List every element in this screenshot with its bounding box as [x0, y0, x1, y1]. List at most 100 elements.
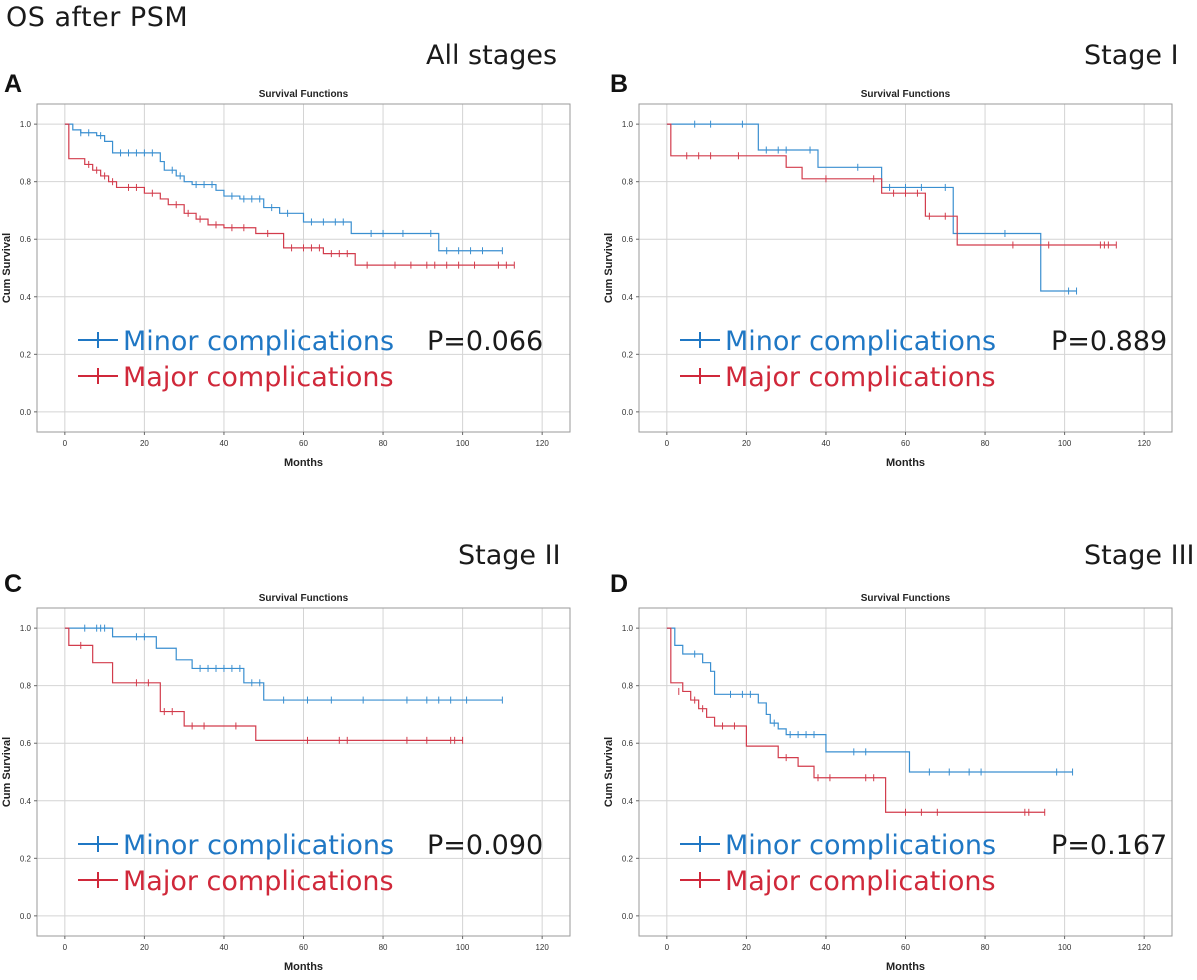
y-tick-label: 0.2: [20, 854, 32, 863]
panel-a: A All stages 0 20 40 60 80 100 120 0.0 0.2 0.4 0.6…: [0, 0, 595, 480]
chart-svg: 0 20 40 60 80 100 120 0.0 0.2 0.4 0.6 0.8 1.0 Surviva…: [603, 593, 1173, 973]
x-tick-label: 120: [535, 439, 549, 448]
x-axis-label: Months: [886, 961, 925, 973]
y-tick-label: 0.4: [20, 797, 32, 806]
x-tick-label: 40: [219, 943, 228, 952]
y-tick-label: 0.8: [622, 682, 634, 691]
panel-letter: B: [610, 70, 629, 98]
series-line-minor: [666, 123, 1077, 292]
x-tick-label: 120: [1137, 943, 1151, 952]
chart-svg: 0 20 40 60 80 100 120 0.0 0.2 0.4 0.6 0.8 1.0 Surviva…: [1, 89, 571, 469]
x-tick-label: 0: [63, 439, 68, 448]
legend-label-minor: Minor complications: [123, 326, 394, 357]
p-value: P=0.066: [427, 326, 543, 357]
stage-label: Stage II: [458, 540, 561, 571]
chart-svg: 0 20 40 60 80 100 120 0.0 0.2 0.4 0.6 0.8 1.0 Surviva…: [1, 593, 571, 973]
x-tick-label: 120: [1137, 439, 1151, 448]
y-tick-label: 0.4: [622, 797, 634, 806]
x-tick-label: 60: [901, 943, 910, 952]
chart-title: Survival Functions: [259, 593, 349, 604]
y-tick-label: 0.4: [622, 293, 634, 302]
chart-svg: 0 20 40 60 80 100 120 0.0 0.2 0.4 0.6 0.8 1.0 Surviva…: [603, 89, 1173, 469]
series-line-major: [666, 627, 1045, 813]
x-tick-label: 100: [1058, 943, 1072, 952]
stage-label: Stage I: [1084, 40, 1179, 71]
legend-label-major: Major complications: [725, 362, 996, 393]
legend-label-major: Major complications: [123, 866, 394, 897]
legend-label-minor: Minor complications: [725, 326, 996, 357]
panel-letter: C: [4, 570, 23, 598]
panel-c: C Stage II 0 20 40 60 80 100 120 0.0 0.2 0.4 0.6 0.…: [0, 500, 595, 980]
p-value: P=0.167: [1051, 830, 1167, 861]
x-tick-label: 80: [379, 439, 388, 448]
y-tick-label: 0.0: [622, 408, 634, 417]
legend-label-major: Major complications: [725, 866, 996, 897]
panel-letter: D: [610, 570, 629, 598]
y-axis-label: Cum Survival: [603, 233, 615, 303]
y-tick-label: 0.8: [20, 682, 32, 691]
y-tick-label: 0.0: [20, 912, 32, 921]
y-axis-label: Cum Survival: [1, 233, 13, 303]
y-tick-label: 0.8: [622, 178, 634, 187]
x-tick-label: 100: [1058, 439, 1072, 448]
x-tick-label: 40: [219, 439, 228, 448]
x-tick-label: 80: [981, 943, 990, 952]
legend-label-minor: Minor complications: [725, 830, 996, 861]
x-tick-label: 100: [456, 439, 470, 448]
x-tick-label: 80: [379, 943, 388, 952]
y-axis-label: Cum Survival: [603, 737, 615, 807]
y-tick-label: 0.6: [20, 739, 32, 748]
x-tick-label: 120: [535, 943, 549, 952]
panel-letter: A: [4, 70, 23, 98]
y-tick-label: 0.6: [622, 739, 634, 748]
x-tick-label: 60: [299, 439, 308, 448]
x-tick-label: 20: [742, 439, 751, 448]
stage-label: Stage III: [1084, 540, 1195, 571]
chart-title: Survival Functions: [861, 89, 951, 100]
x-tick-label: 60: [901, 439, 910, 448]
series-line-major: [64, 123, 515, 266]
chart-title: Survival Functions: [259, 89, 349, 100]
legend-label-major: Major complications: [123, 362, 394, 393]
x-tick-label: 100: [456, 943, 470, 952]
panel-b: B Stage I 0 20 40 60 80 100 120 0.0 0.2 0.4 0.6 0.8…: [602, 0, 1197, 480]
series-line-minor: [64, 627, 503, 701]
y-tick-label: 0.6: [622, 235, 634, 244]
series-line-minor: [64, 123, 503, 252]
y-axis-label: Cum Survival: [1, 737, 13, 807]
y-tick-label: 0.8: [20, 178, 32, 187]
x-tick-label: 80: [981, 439, 990, 448]
x-tick-label: 0: [665, 943, 670, 952]
x-tick-label: 40: [821, 439, 830, 448]
y-tick-label: 1.0: [20, 624, 32, 633]
y-tick-label: 1.0: [622, 624, 634, 633]
x-tick-label: 40: [821, 943, 830, 952]
y-tick-label: 0.6: [20, 235, 32, 244]
panel-d: D Stage III 0 20 40 60 80 100 120 0.0 0.2 0.4 0.6 0…: [602, 500, 1197, 980]
legend-label-minor: Minor complications: [123, 830, 394, 861]
y-tick-label: 0.2: [622, 854, 634, 863]
x-tick-label: 60: [299, 943, 308, 952]
x-axis-label: Months: [284, 961, 323, 973]
page-title: OS after PSM: [6, 2, 189, 33]
y-tick-label: 1.0: [20, 120, 32, 129]
y-tick-label: 0.2: [20, 350, 32, 359]
y-tick-label: 1.0: [622, 120, 634, 129]
y-tick-label: 0.0: [20, 408, 32, 417]
y-tick-label: 0.0: [622, 912, 634, 921]
x-tick-label: 20: [742, 943, 751, 952]
chart-title: Survival Functions: [861, 593, 951, 604]
x-tick-label: 20: [140, 943, 149, 952]
stage-label: All stages: [426, 40, 558, 71]
y-tick-label: 0.4: [20, 293, 32, 302]
x-tick-label: 20: [140, 439, 149, 448]
p-value: P=0.889: [1051, 326, 1167, 357]
x-axis-label: Months: [284, 457, 323, 469]
series-line-major: [666, 123, 1117, 246]
x-axis-label: Months: [886, 457, 925, 469]
series-line-minor: [666, 627, 1073, 773]
y-tick-label: 0.2: [622, 350, 634, 359]
x-tick-label: 0: [63, 943, 68, 952]
p-value: P=0.090: [427, 830, 543, 861]
x-tick-label: 0: [665, 439, 670, 448]
